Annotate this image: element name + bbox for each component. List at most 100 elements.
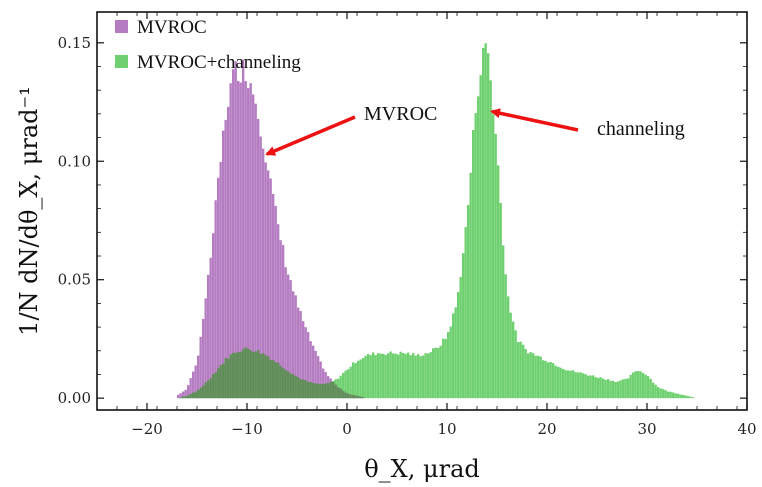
- channeling-bar: [574, 372, 577, 399]
- channeling-bar: [639, 371, 642, 399]
- channeling-bar: [387, 353, 390, 399]
- overlap-bar: [279, 365, 282, 399]
- mvroc-bar: [287, 274, 290, 399]
- mvroc-bar: [227, 106, 230, 399]
- mvroc-bar: [314, 350, 317, 399]
- channeling-bar: [587, 375, 590, 399]
- channeling-bar: [467, 205, 470, 399]
- overlap-bar: [204, 382, 207, 399]
- overlap-bar: [287, 371, 290, 399]
- channeling-bar: [579, 372, 582, 399]
- channeling-bar: [517, 342, 520, 399]
- mvroc-bar: [219, 161, 222, 399]
- overlap-bar: [352, 394, 355, 399]
- channeling-bar: [557, 366, 560, 399]
- overlap-bar: [199, 387, 202, 399]
- y-tick-label: 0.15: [58, 34, 91, 52]
- overlap-bar: [242, 349, 245, 399]
- channeling-bar: [564, 370, 567, 399]
- mvroc-bar: [229, 83, 232, 399]
- channeling-bar: [634, 371, 637, 399]
- channeling-annotation-label: channeling: [597, 118, 685, 140]
- overlap-bar: [302, 379, 305, 399]
- overlap-bar: [284, 369, 287, 399]
- channeling-bar: [534, 355, 537, 399]
- channeling-bar: [592, 375, 595, 399]
- y-tick-label: 0.00: [58, 389, 91, 407]
- channeling-bar: [374, 355, 377, 399]
- channeling-bar: [572, 370, 575, 399]
- overlap-bar: [219, 365, 222, 399]
- channeling-bar: [539, 356, 542, 399]
- channeling-bar: [482, 47, 485, 399]
- overlap-bar: [254, 351, 257, 399]
- x-tick-label: 20: [537, 420, 556, 438]
- overlap-bar: [202, 385, 205, 399]
- channeling-bar: [554, 365, 557, 399]
- channeling-bar: [607, 379, 610, 399]
- y-axis-ticks: 0.00 0.05 0.10 0.15: [58, 34, 747, 407]
- overlap-bar: [349, 394, 352, 399]
- channeling-bar: [354, 362, 357, 399]
- mvroc-bar: [184, 389, 187, 399]
- mvroc-bar: [237, 80, 240, 399]
- channeling-bar: [379, 353, 382, 399]
- overlap-bar: [182, 396, 185, 399]
- overlap-bar: [184, 396, 187, 399]
- overlap-bar: [294, 375, 297, 399]
- channeling-bar: [514, 330, 517, 399]
- mvroc-bar: [197, 355, 200, 399]
- channeling-bar: [409, 355, 412, 399]
- overlap-bar: [194, 391, 197, 399]
- channeling-bar: [434, 347, 437, 399]
- mvroc-bar: [247, 88, 250, 399]
- channeling-bar: [559, 367, 562, 399]
- mvroc-bar: [294, 295, 297, 399]
- overlap-bar: [187, 395, 190, 399]
- channeling-bar: [652, 382, 655, 399]
- overlap-bar: [179, 397, 182, 399]
- channeling-bar: [537, 355, 540, 399]
- mvroc-bar: [192, 371, 195, 399]
- mvroc-bar: [272, 193, 275, 399]
- channeling-bar: [414, 355, 417, 399]
- overlap-bar: [334, 384, 337, 399]
- channeling-bar: [582, 373, 585, 399]
- overlap-bar: [259, 353, 262, 399]
- channeling-bar: [389, 351, 392, 399]
- x-tick-label: 10: [437, 420, 456, 438]
- channeling-bar: [657, 387, 660, 399]
- mvroc-bar: [187, 385, 190, 399]
- channeling-bar: [342, 372, 345, 399]
- mvroc-bar: [194, 365, 197, 399]
- mvroc-bar: [257, 118, 260, 399]
- overlap-bar: [252, 351, 255, 399]
- overlap-bar: [347, 393, 350, 399]
- overlap-bar: [217, 368, 220, 399]
- x-tick-label: 0: [342, 420, 352, 438]
- channeling-bar: [339, 375, 342, 399]
- mvroc-bar: [289, 280, 292, 399]
- channeling-bar: [569, 370, 572, 399]
- mvroc-bar: [259, 136, 262, 399]
- overlap-bar: [264, 355, 267, 399]
- overlap-bar: [232, 352, 235, 399]
- overlap-bar: [274, 362, 277, 399]
- overlap-bar: [292, 374, 295, 399]
- x-tick-label: −20: [131, 420, 163, 438]
- x-axis-label: θ_X, μrad: [364, 455, 480, 483]
- overlap-bar: [297, 377, 300, 399]
- channeling-bar: [627, 378, 630, 399]
- channeling-bar: [617, 381, 620, 399]
- channeling-bar: [522, 344, 525, 399]
- channeling-bar: [689, 396, 692, 399]
- channeling-bar: [479, 75, 482, 399]
- overlap-bar: [337, 387, 340, 399]
- mvroc-bar: [317, 356, 320, 399]
- mvroc-bar: [234, 61, 237, 399]
- mvroc-bar: [209, 257, 212, 399]
- channeling-bar: [684, 395, 687, 399]
- overlap-bar: [272, 360, 275, 399]
- channeling-bar: [677, 393, 680, 399]
- mvroc-bar: [312, 345, 315, 399]
